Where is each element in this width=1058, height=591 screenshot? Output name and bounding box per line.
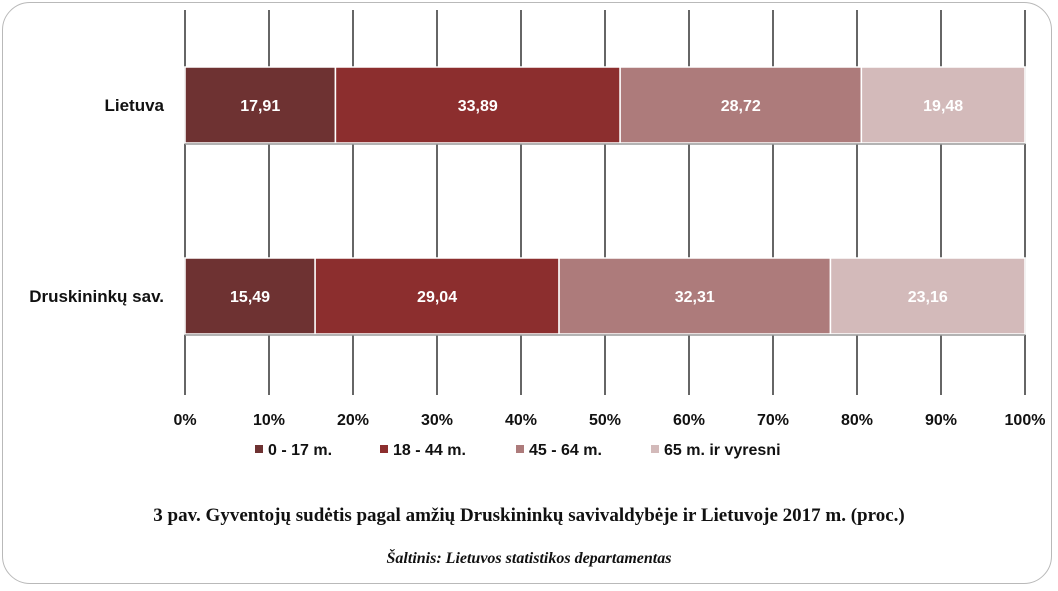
data-label: 17,91	[240, 98, 280, 115]
category-label: Lietuva	[104, 96, 164, 115]
data-label: 19,48	[923, 98, 963, 115]
category-label: Druskininkų sav.	[29, 287, 164, 306]
legend: 0 - 17 m. 18 - 44 m. 45 - 64 m. 65 m. ir vy…	[255, 442, 781, 459]
tick-label: 70%	[757, 412, 789, 429]
legend-label: 0 - 17 m.	[268, 442, 332, 459]
category-labels: Lietuva Druskininkų sav.	[29, 96, 164, 306]
tick-label: 100%	[1005, 412, 1046, 429]
legend-label: 18 - 44 m.	[393, 442, 466, 459]
data-label: 33,89	[458, 98, 498, 115]
bar-segment	[619, 66, 863, 144]
bar-segment	[184, 257, 316, 335]
tick-label: 20%	[337, 412, 369, 429]
data-label: 29,04	[417, 289, 457, 306]
tick-label: 0%	[173, 412, 196, 429]
data-label: 28,72	[721, 98, 761, 115]
tick-label: 90%	[925, 412, 957, 429]
figure-caption: 3 pav. Gyventojų sudėtis pagal amžių Dru…	[153, 505, 905, 526]
legend-swatch	[516, 445, 524, 453]
bar-segment	[184, 66, 337, 144]
legend-swatch	[255, 445, 263, 453]
x-axis-ticks: 0% 10% 20% 30% 40% 50% 60% 70% 80% 90% 100%	[173, 412, 1045, 429]
data-label: 15,49	[230, 289, 270, 306]
tick-label: 80%	[841, 412, 873, 429]
legend-label: 65 m. ir vyresni	[664, 442, 781, 459]
bar-segment	[558, 257, 832, 335]
tick-label: 30%	[421, 412, 453, 429]
tick-label: 10%	[253, 412, 285, 429]
bars: 17,91 33,89 28,72 19,48 15,49 29,04 32,31 23,16	[184, 66, 1026, 336]
legend-swatch	[380, 445, 388, 453]
legend-swatch	[651, 445, 659, 453]
tick-label: 60%	[673, 412, 705, 429]
data-label: 23,16	[908, 289, 948, 306]
bar-segment	[334, 66, 621, 144]
stacked-bar-chart: 17,91 33,89 28,72 19,48 15,49 29,04 32,31 23,16…	[29, 10, 1045, 459]
bar-segment	[860, 66, 1026, 144]
figure-source: Šaltinis: Lietuvos statistikos departame…	[386, 550, 672, 567]
data-label: 32,31	[675, 289, 715, 306]
tick-label: 40%	[505, 412, 537, 429]
bar-segment	[314, 257, 560, 335]
tick-label: 50%	[589, 412, 621, 429]
legend-label: 45 - 64 m.	[529, 442, 602, 459]
bar-segment	[829, 257, 1026, 335]
